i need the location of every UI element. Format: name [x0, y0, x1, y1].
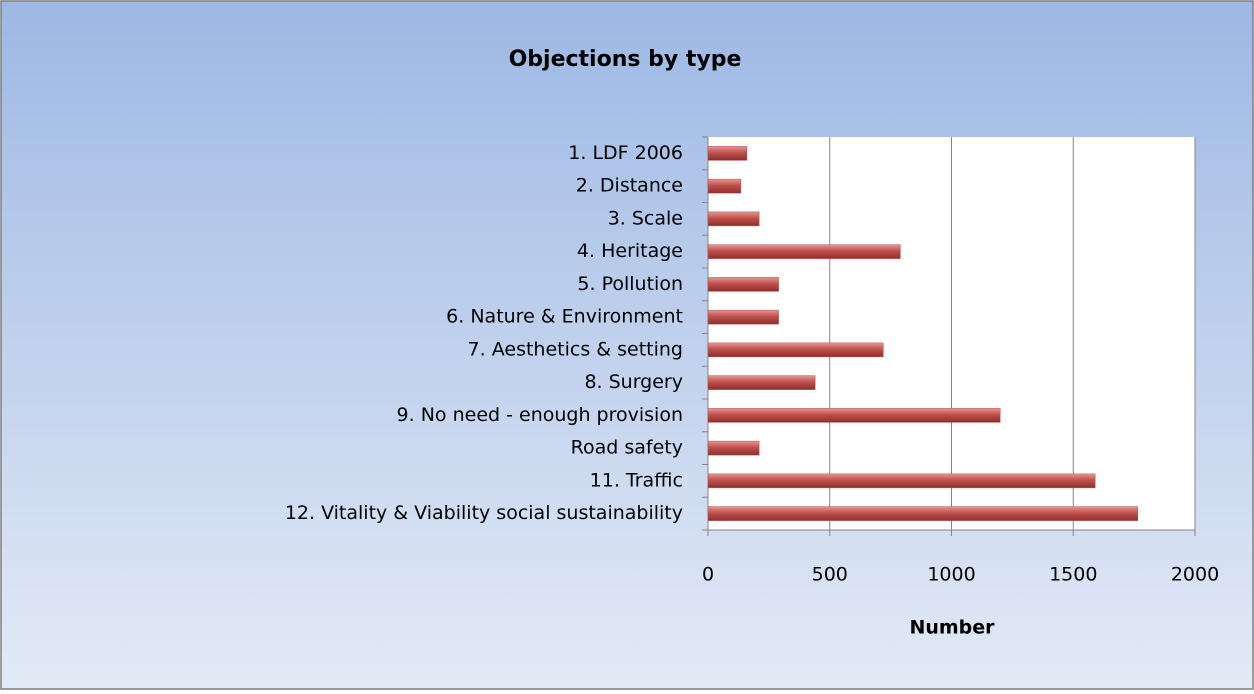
bar	[707, 178, 742, 194]
x-tick-label: 0	[702, 564, 714, 586]
bar	[707, 408, 1001, 423]
bar	[707, 277, 779, 292]
bar	[707, 309, 779, 325]
bar	[707, 375, 816, 390]
y-tick-label: 12. Vitality & Viability social sustaina…	[285, 502, 683, 524]
bar	[707, 440, 760, 456]
bar	[707, 473, 1096, 489]
x-tick-label: 2000	[1171, 564, 1219, 586]
y-tick-label: 3. Scale	[608, 207, 683, 229]
bar	[707, 342, 884, 358]
x-tick-label: 1000	[927, 564, 975, 586]
x-tick-label: 500	[812, 564, 848, 586]
bar	[707, 146, 748, 161]
y-tick-label: Road safety	[571, 437, 683, 459]
bar	[707, 506, 1139, 521]
bar	[707, 211, 760, 227]
y-tick-label: 2. Distance	[576, 175, 683, 197]
chart-title: Objections by type	[509, 47, 742, 72]
x-tick-label: 1500	[1049, 564, 1097, 586]
y-tick-label: 4. Heritage	[577, 240, 683, 262]
x-axis-title: Number	[909, 617, 995, 639]
bar	[707, 244, 901, 259]
y-tick-label: 7. Aesthetics & setting	[468, 338, 683, 360]
y-tick-label: 6. Nature & Environment	[446, 306, 683, 328]
y-tick-label: 5. Pollution	[577, 273, 683, 295]
y-tick-label: 1. LDF 2006	[568, 142, 683, 164]
y-tick-label: 11. Traffic	[590, 469, 683, 491]
y-tick-label: 9. No need - enough provision	[397, 404, 683, 426]
y-tick-label: 8. Surgery	[584, 371, 683, 393]
